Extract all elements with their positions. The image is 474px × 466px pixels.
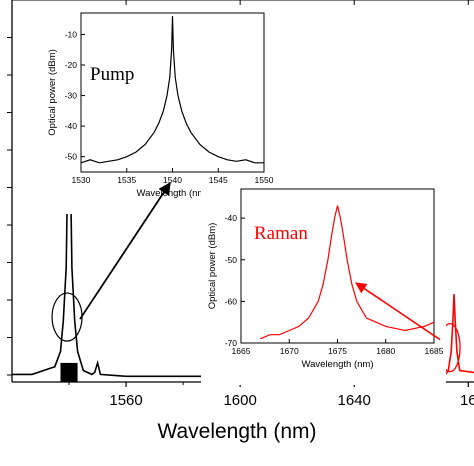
inset-y-tick-label: -40 [65, 121, 78, 131]
inset-background [41, 9, 276, 214]
inset-y-tick-label: -50 [65, 152, 78, 162]
main-series-line-1 [444, 294, 474, 375]
main-x-axis-label: Wavelength (nm) [157, 420, 316, 443]
raman-annotation: Raman [254, 223, 308, 244]
inset-x-tick-label: 1530 [72, 175, 91, 185]
main-x-tick-label: 1600 [223, 392, 256, 409]
inset-y-tick-label: -10 [65, 29, 78, 39]
raman-inset: 1665 1670 1675 1680 1685 -40 -50 -60 -70 Waveleng… [79, 181, 446, 385]
inset-x-tick-label: 1545 [209, 175, 228, 185]
inset-x-axis-label: Wavelength (nm) [137, 188, 209, 199]
inset-x-tick-label: 1540 [163, 175, 182, 185]
inset-x-tick-label: 1675 [328, 346, 347, 356]
inset-x-tick-label: 1665 [232, 346, 251, 356]
main-x-tick-label: 16 [460, 392, 474, 409]
inset-y-tick-label: -40 [225, 213, 238, 223]
main-x-tick-label: 1640 [338, 392, 371, 409]
inset-x-tick-label: 1670 [280, 346, 299, 356]
inset-y-axis-label: Optical power (dBm) [47, 49, 58, 136]
inset-y-tick-label: -60 [225, 296, 238, 306]
main-x-tick-label: 1560 [109, 392, 142, 409]
inset-series-line-0 [260, 205, 435, 340]
pump-annotation: Pump [90, 64, 134, 85]
inset-x-tick-label: 1550 [255, 175, 274, 185]
inset-series-line-0 [80, 16, 264, 164]
inset-y-tick-label: -70 [225, 338, 238, 348]
inset-x-tick-label: 1685 [425, 346, 444, 356]
main-series-line-0 [12, 11, 446, 378]
raman-arrow [355, 282, 441, 341]
inset-y-axis-label: Optical power (dBm) [207, 223, 218, 310]
inset-y-tick-label: -50 [225, 255, 238, 265]
inset-x-tick-label: 1535 [117, 175, 136, 185]
pump-inset: 1530 1535 1540 1545 1550 -10 -20 -30 -40 -50 Wavel… [41, 9, 276, 214]
main-pump-base [60, 362, 78, 382]
inset-x-axis-label: Wavelength (nm) [302, 359, 374, 370]
inset-x-tick-label: 1680 [376, 346, 395, 356]
pump-highlight-ellipse [51, 292, 83, 342]
inset-y-tick-label: -20 [65, 60, 78, 70]
inset-y-tick-label: -30 [65, 91, 78, 101]
pump-arrow [79, 181, 171, 320]
main-plot: 1560 1600 1640 16 Wavelength (nm) [7, 0, 474, 443]
